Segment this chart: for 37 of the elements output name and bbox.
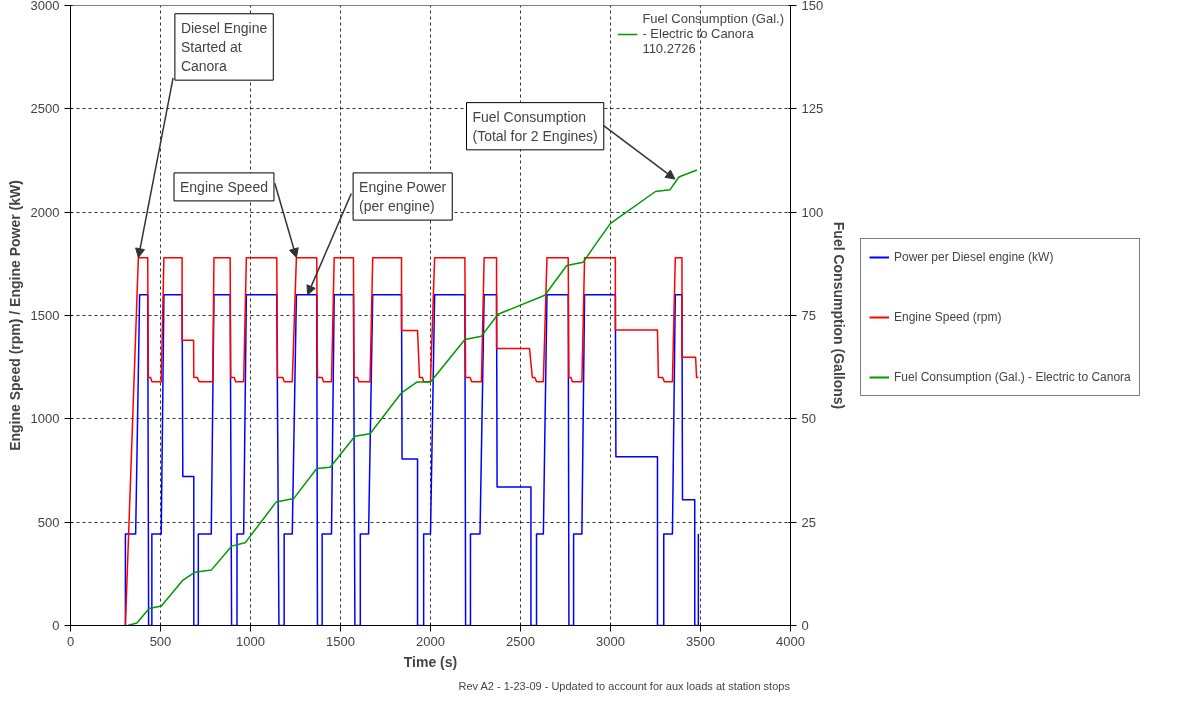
line-series bbox=[126, 169, 698, 626]
x-tick-label: 2500 bbox=[506, 633, 535, 649]
x-tick-label: 3500 bbox=[686, 633, 715, 649]
y2-tick-label: 100 bbox=[801, 204, 824, 220]
y-axis-title: Engine Speed (rpm) / Engine Power (kW) bbox=[6, 180, 23, 451]
annotation: Engine Speed bbox=[180, 178, 268, 195]
y-tick-label: 500 bbox=[37, 514, 60, 530]
x-tick-label: 4000 bbox=[776, 633, 805, 649]
text: Rev A2 - 1-23-09 - Updated to account for aux loads at station stops bbox=[458, 679, 791, 692]
x-tick-label: 2000 bbox=[416, 633, 445, 649]
y2-axis-title: Fuel Consumption (Gallons) bbox=[831, 221, 848, 410]
annotation: Fuel Consumption (Total for 2 Engines) bbox=[472, 108, 598, 144]
x-tick-label: 3000 bbox=[596, 633, 625, 649]
y2-tick-label: 150 bbox=[801, 0, 824, 13]
y2-tick-label: 0 bbox=[801, 618, 809, 633]
y-tick-label: 0 bbox=[52, 618, 60, 633]
annotation: Engine Power (per engine) bbox=[359, 178, 447, 215]
text: 110.2726 bbox=[642, 41, 696, 56]
y2-tick-label: 75 bbox=[801, 308, 816, 323]
y2-tick-label: 25 bbox=[801, 514, 816, 530]
x-tick-label: 500 bbox=[149, 633, 172, 649]
x-tick-label: 0 bbox=[66, 633, 75, 649]
legend-label: Power per Diesel engine (kW) bbox=[894, 250, 1054, 264]
y-tick-label: 1000 bbox=[30, 411, 60, 427]
text: Fuel Consumption (Gal.) - Electric to Canora bbox=[894, 370, 1131, 384]
y2-tick-label: 50 bbox=[801, 411, 816, 427]
x-tick-label: 1500 bbox=[326, 633, 355, 649]
y2-tick-label: 125 bbox=[801, 101, 824, 117]
x-axis-title: Time (s) bbox=[403, 653, 458, 670]
y-tick-label: 1500 bbox=[30, 308, 60, 323]
y-tick-label: 3000 bbox=[30, 0, 60, 13]
y-tick-label: 2500 bbox=[30, 101, 60, 117]
legend-label: Engine Speed (rpm) bbox=[894, 310, 1002, 324]
y-tick-label: 2000 bbox=[30, 204, 60, 220]
legend-label: Fuel Consumption (Gal.) - Electric to Canora bbox=[642, 11, 784, 41]
x-tick-label: 1000 bbox=[236, 633, 265, 649]
annotation: Diesel Engine Started at Canora bbox=[180, 19, 268, 75]
